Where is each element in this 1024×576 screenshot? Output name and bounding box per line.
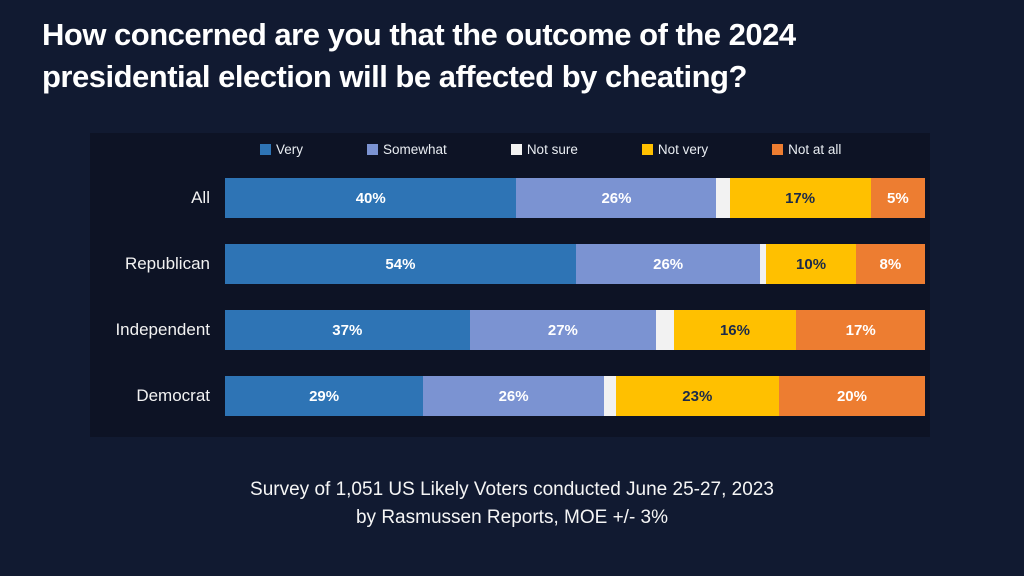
segment-value-label: 54% xyxy=(385,255,416,273)
bar-segment-republican-not-sure xyxy=(760,244,767,284)
segment-value-label: 17% xyxy=(785,189,816,207)
source-note-line-2: by Rasmussen Reports, MOE +/- 3% xyxy=(355,507,669,528)
stacked-bar-independent: 37% 27% 16% 17% xyxy=(225,310,925,350)
bar-segment-republican-very: 54% xyxy=(225,244,576,284)
chart-title-line-1: How concerned are you that the outcome o… xyxy=(42,17,796,52)
legend-item-somewhat: Somewhat xyxy=(367,142,447,157)
bar-segment-democrat-not-at-all: 20% xyxy=(778,376,925,416)
chart-rows: All 40% 26% 17% 5% Republican 54% 26% 10% 8% Indep… xyxy=(90,178,930,442)
bar-segment-democrat-not-sure xyxy=(603,376,616,416)
chart-title-line-2: presidential election will be affected b… xyxy=(42,59,747,94)
legend-swatch-icon xyxy=(367,143,379,155)
legend-item-very: Very xyxy=(260,142,303,157)
legend-label: Not sure xyxy=(526,141,578,157)
bar-segment-republican-somewhat: 26% xyxy=(575,244,761,284)
legend-swatch-icon xyxy=(641,143,653,155)
segment-value-label: 8% xyxy=(879,255,902,273)
category-label-republican: Republican xyxy=(124,254,210,273)
category-label-all: All xyxy=(191,188,210,207)
segment-value-label: 37% xyxy=(332,321,363,339)
segment-value-label: 26% xyxy=(601,189,632,207)
bar-segment-democrat-not-very: 23% xyxy=(615,376,779,416)
bar-segment-all-very: 40% xyxy=(225,178,517,218)
segment-value-label: 40% xyxy=(355,189,386,207)
bar-segment-independent-not-sure xyxy=(656,310,674,350)
legend-swatch-icon xyxy=(510,143,522,155)
chart-row-democrat: Democrat 29% 26% 23% 20% xyxy=(90,376,930,416)
chart-title: How concerned are you that the outcome o… xyxy=(42,14,796,98)
bar-segment-republican-not-at-all: 8% xyxy=(855,244,925,284)
chart-row-republican: Republican 54% 26% 10% 8% xyxy=(90,244,930,284)
segment-value-label: 16% xyxy=(719,321,750,339)
chart-row-independent: Independent 37% 27% 16% 17% xyxy=(90,310,930,350)
bar-segment-democrat-somewhat: 26% xyxy=(423,376,604,416)
legend-label: Not very xyxy=(657,141,709,157)
bar-segment-all-somewhat: 26% xyxy=(516,178,717,218)
segment-value-label: 5% xyxy=(886,189,909,207)
stacked-bar-republican: 54% 26% 10% 8% xyxy=(225,244,925,284)
segment-value-label: 27% xyxy=(547,321,578,339)
bar-segment-republican-not-very: 10% xyxy=(766,244,856,284)
bar-segment-all-not-at-all: 5% xyxy=(870,178,926,218)
legend-swatch-icon xyxy=(772,143,784,155)
stacked-bar-democrat: 29% 26% 23% 20% xyxy=(225,376,925,416)
segment-value-label: 20% xyxy=(836,387,867,405)
segment-value-label: 26% xyxy=(498,387,529,405)
bar-segment-democrat-very: 29% xyxy=(225,376,424,416)
bar-segment-all-not-very: 17% xyxy=(729,178,871,218)
chart-panel: Very Somewhat Not sure Not very Not at all A… xyxy=(90,133,930,437)
segment-value-label: 23% xyxy=(682,387,713,405)
bar-segment-independent-somewhat: 27% xyxy=(469,310,657,350)
bar-segment-independent-not-very: 16% xyxy=(673,310,797,350)
stacked-bar-all: 40% 26% 17% 5% xyxy=(225,178,926,218)
chart-row-all: All 40% 26% 17% 5% xyxy=(90,178,930,218)
bar-segment-all-not-sure xyxy=(716,178,730,218)
bar-segment-independent-very: 37% xyxy=(225,310,470,350)
segment-value-label: 29% xyxy=(309,387,340,405)
category-label-independent: Independent xyxy=(115,320,210,339)
legend-label: Somewhat xyxy=(383,141,447,157)
source-note: Survey of 1,051 US Likely Voters conduct… xyxy=(0,476,1024,532)
bar-segment-independent-not-at-all: 17% xyxy=(796,310,925,350)
segment-value-label: 10% xyxy=(796,255,827,273)
legend-label: Very xyxy=(276,141,304,157)
segment-value-label: 26% xyxy=(653,255,684,273)
legend-item-not-very: Not very xyxy=(641,141,709,157)
legend-item-not-sure: Not sure xyxy=(510,141,578,157)
legend-swatch-icon xyxy=(260,143,271,155)
source-note-line-1: Survey of 1,051 US Likely Voters conduct… xyxy=(250,479,774,500)
category-label-democrat: Democrat xyxy=(136,386,210,405)
legend-label: Not at all xyxy=(788,141,842,157)
segment-value-label: 17% xyxy=(845,321,876,339)
chart-legend: Very Somewhat Not sure Not very Not at all xyxy=(260,139,841,159)
legend-item-not-at-all: Not at all xyxy=(772,142,841,157)
